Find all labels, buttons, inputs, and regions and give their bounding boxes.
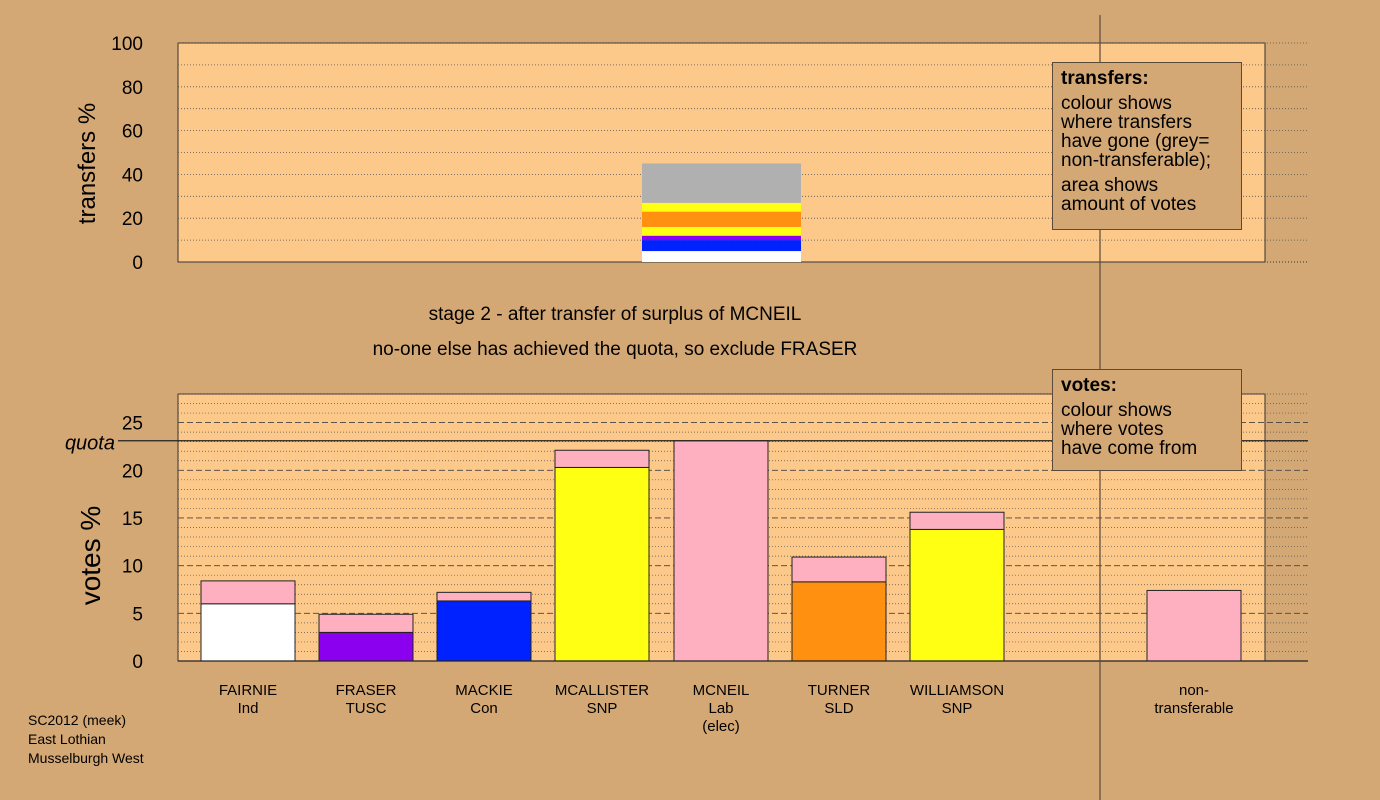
candidate-name-label: FRASER	[336, 682, 397, 699]
stage-title: stage 2 - after transfer of surplus of M…	[428, 304, 802, 325]
candidate-party-label: Ind	[238, 700, 259, 717]
vote-bar-segment	[909, 528, 1005, 662]
transfer-segment	[642, 163, 801, 203]
transfers-legend-line: colour shows	[1061, 93, 1172, 114]
votes-tick-label: 25	[122, 414, 143, 435]
quota-label: quota	[65, 433, 115, 455]
transfers-legend-line: area shows	[1061, 175, 1159, 196]
transfer-segment	[642, 202, 801, 212]
candidate-name-label: MCALLISTER	[555, 682, 649, 699]
transfers-tick-label: 80	[122, 78, 143, 99]
votes-legend-line: colour shows	[1061, 400, 1172, 421]
votes-legend-heading: votes:	[1061, 375, 1117, 396]
transfers-tick-label: 40	[122, 165, 143, 186]
candidate-party-label: SLD	[824, 700, 853, 717]
footer-ward: Musselburgh West	[28, 750, 144, 766]
vote-bar-segment	[909, 511, 1005, 530]
vote-bar-segment	[200, 603, 296, 662]
candidate-party-label: TUSC	[346, 700, 387, 717]
footer-info: SC2012 (meek) East Lothian Musselburgh W…	[28, 711, 144, 768]
transfers-legend: transfers: colour shows where transfers …	[1052, 62, 1242, 230]
vote-bar-segment	[318, 613, 414, 633]
votes-tick-label: 0	[132, 652, 143, 673]
transfers-legend-line: have gone (grey=	[1061, 131, 1210, 152]
footer-election: SC2012 (meek)	[28, 712, 127, 728]
transfers-tick-label: 0	[132, 253, 143, 274]
vote-bar-segment	[318, 631, 414, 662]
transfers-legend-line: amount of votes	[1061, 194, 1197, 215]
transfer-segment	[642, 251, 801, 262]
transfer-segment	[642, 226, 801, 236]
votes-axis-label: votes %	[75, 506, 106, 606]
vote-bar-segment	[200, 580, 296, 605]
candidate-name-label: WILLIAMSON	[910, 682, 1004, 699]
transfers-tick-label: 20	[122, 209, 143, 230]
candidate-party-label: Lab	[708, 700, 733, 717]
vote-bar-segment	[554, 466, 650, 662]
candidate-name-label: MCNEIL	[693, 682, 750, 699]
transfers-tick-label: 100	[111, 34, 143, 55]
vote-bar-segment	[1146, 589, 1242, 662]
transfer-segment	[642, 240, 801, 252]
votes-legend-line: where votes	[1061, 419, 1164, 440]
candidate-name-label: FAIRNIE	[219, 682, 277, 699]
votes-tick-label: 15	[122, 509, 143, 530]
votes-tick-label: 10	[122, 557, 143, 578]
candidate-party-label: SNP	[942, 700, 973, 717]
transfers-legend-line: where transfers	[1061, 112, 1192, 133]
vote-bar-segment	[436, 600, 532, 662]
votes-tick-label: 5	[132, 604, 143, 625]
transfers-legend-line: non-transferable);	[1061, 150, 1211, 171]
candidate-status-label: (elec)	[702, 718, 740, 735]
stage-note: no-one else has achieved the quota, so e…	[372, 339, 858, 360]
vote-bar-segment	[554, 449, 650, 468]
votes-tick-label: 20	[122, 461, 143, 482]
transfer-segment	[642, 235, 801, 241]
vote-bar-segment	[673, 440, 769, 662]
candidate-name-label: non-	[1179, 682, 1209, 699]
transfers-tick-label: 60	[122, 122, 143, 143]
votes-legend: votes: colour shows where votes have com…	[1052, 369, 1242, 471]
candidate-name-label: TURNER	[808, 682, 871, 699]
transfers-legend-heading: transfers:	[1061, 68, 1149, 89]
candidate-party-label: SNP	[587, 700, 618, 717]
candidate-party-label: transferable	[1154, 700, 1233, 717]
footer-council: East Lothian	[28, 731, 106, 747]
candidate-party-label: Con	[470, 700, 498, 717]
vote-bar-segment	[791, 556, 887, 583]
vote-bar-segment	[436, 591, 532, 602]
candidate-name-label: MACKIE	[455, 682, 513, 699]
vote-bar-segment	[791, 581, 887, 662]
votes-legend-line: have come from	[1061, 438, 1198, 459]
transfers-axis-label: transfers %	[74, 103, 101, 224]
transfer-segment	[642, 211, 801, 227]
